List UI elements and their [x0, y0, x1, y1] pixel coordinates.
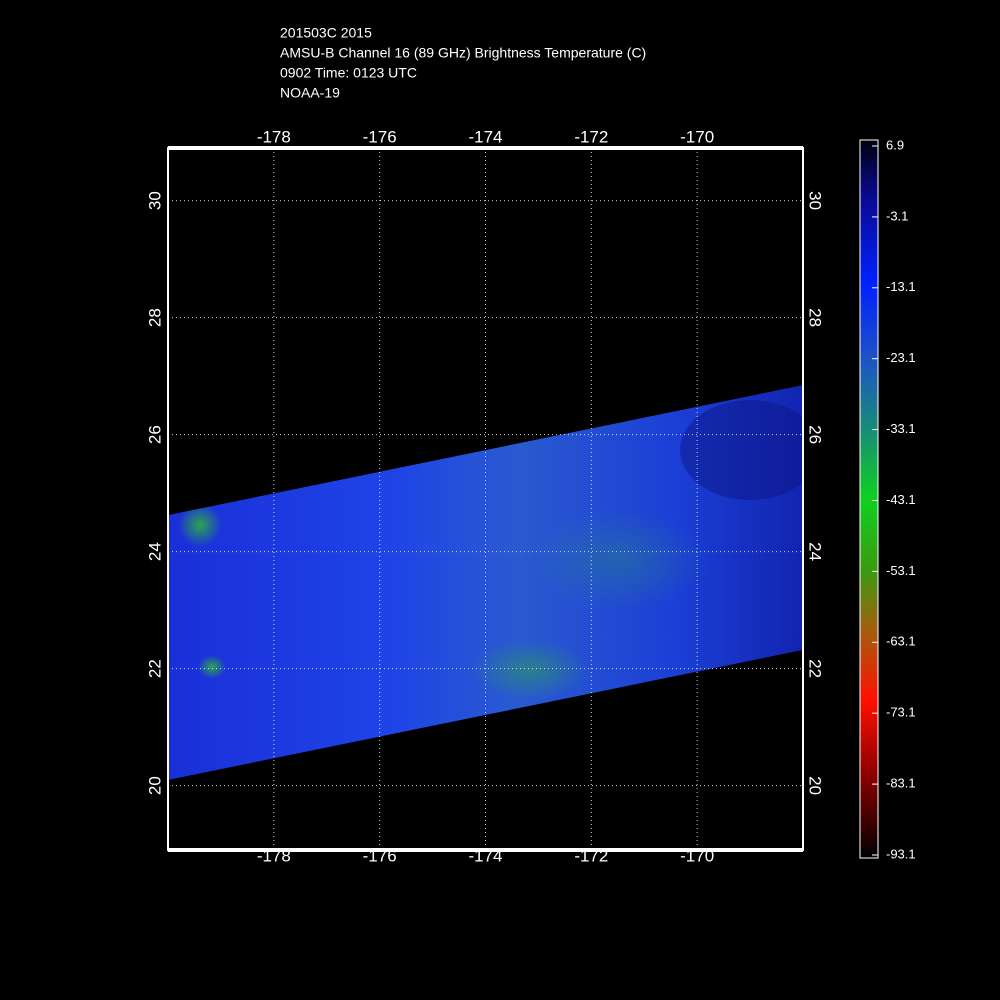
lat-tick-label: 26	[145, 425, 164, 444]
colorbar-tick-label: -83.1	[886, 776, 916, 791]
colorbar-tick-label: -23.1	[886, 350, 916, 365]
colorbar-tick-label: 6.9	[886, 137, 904, 152]
lon-tick-label: -178	[257, 127, 291, 146]
lat-tick-label: 26	[806, 425, 825, 444]
colorbar-tick-label: -53.1	[886, 563, 916, 578]
swath-patch	[198, 655, 226, 679]
swath-patch	[178, 503, 222, 547]
lat-tick-label: 22	[806, 659, 825, 678]
lon-tick-label: -176	[363, 127, 397, 146]
lat-tick-label: 28	[806, 308, 825, 327]
colorbar-tick-label: -73.1	[886, 705, 916, 720]
lon-tick-label: -176	[363, 846, 397, 865]
colorbar-tick-label: -13.1	[886, 279, 916, 294]
labels: -178 -178 -176 -176 -174 -174 -172 -172 -170 -170…	[145, 127, 915, 865]
lat-tick-label: 30	[145, 191, 164, 210]
swath	[168, 385, 803, 780]
lat-tick-label: 20	[806, 776, 825, 795]
lon-tick-label: -174	[468, 127, 502, 146]
header: 201503C 2015 AMSU-B Channel 16 (89 GHz) B…	[280, 25, 646, 101]
lon-tick-label: -172	[574, 846, 608, 865]
title-line: 201503C 2015	[280, 25, 372, 41]
colorbar	[859, 139, 879, 859]
title-line: NOAA-19	[280, 85, 340, 101]
colorbar-tick-label: -63.1	[886, 634, 916, 649]
grid	[168, 148, 803, 850]
colorbar-tick-label: -93.1	[886, 846, 916, 861]
lat-tick-label: 30	[806, 191, 825, 210]
lon-tick-label: -170	[680, 846, 714, 865]
colorbar-tick-label: -43.1	[886, 492, 916, 507]
title-line: 0902 Time: 0123 UTC	[280, 65, 417, 81]
colorbar-tick-label: -33.1	[886, 421, 916, 436]
swath-fill	[168, 385, 803, 780]
colorbar-tick-label: -3.1	[886, 208, 908, 223]
swath-patch	[470, 640, 590, 700]
lon-tick-label: -174	[468, 846, 502, 865]
swath-patch	[530, 510, 710, 610]
title-line: AMSU-B Channel 16 (89 GHz) Brightness Te…	[280, 45, 646, 61]
lon-tick-label: -170	[680, 127, 714, 146]
lat-tick-label: 24	[145, 542, 164, 561]
lon-tick-label: -178	[257, 846, 291, 865]
lat-tick-label: 24	[806, 542, 825, 561]
lat-tick-label: 22	[145, 659, 164, 678]
lat-tick-label: 28	[145, 308, 164, 327]
lon-tick-label: -172	[574, 127, 608, 146]
swath-patch	[680, 400, 803, 500]
lat-tick-label: 20	[145, 776, 164, 795]
